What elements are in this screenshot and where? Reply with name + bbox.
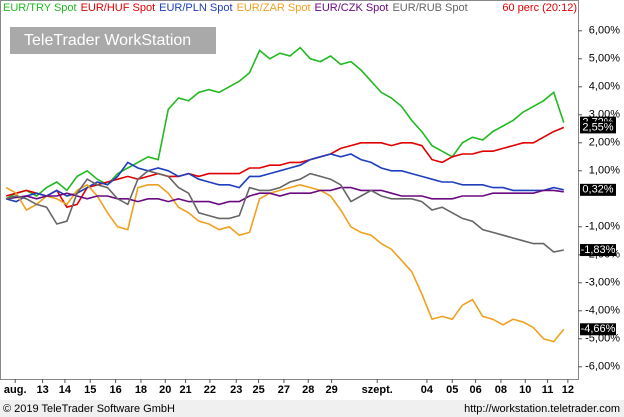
end-label-box	[580, 323, 616, 336]
footer-bar	[0, 400, 624, 417]
x-tick-label: 23	[230, 384, 242, 396]
x-tick-label: 20	[159, 384, 171, 396]
y-tick-label: -3,00%	[585, 277, 620, 289]
legend-entry: EUR/TRY Spot	[3, 2, 77, 14]
series-line	[5, 169, 564, 253]
y-tick-label: -4,00%	[585, 305, 620, 317]
x-tick-label: 27	[278, 384, 290, 396]
x-tick-label: 12	[562, 384, 574, 396]
end-label: 2,55%	[582, 121, 613, 133]
x-tick-label: 15	[84, 384, 96, 396]
series-line	[5, 153, 564, 203]
footer-right: http://workstation.teletrader.com	[464, 403, 620, 415]
x-tick-label: 16	[109, 384, 121, 396]
legend-entry: EUR/ZAR Spot	[237, 2, 311, 14]
watermark: TeleTrader WorkStation	[24, 32, 191, 49]
x-tick-label: 18	[135, 384, 147, 396]
end-label: -4,66%	[581, 323, 616, 335]
footer-left: © 2019 TeleTrader Software GmbH	[3, 403, 175, 415]
y-tick-label: 4,00%	[589, 81, 620, 93]
x-tick-label: 11	[542, 384, 554, 396]
end-label-box	[580, 244, 616, 257]
plot-frame	[0, 0, 579, 380]
series-line	[5, 46, 565, 200]
x-tick-label: 13	[36, 384, 48, 396]
y-tick-label: 1,00%	[589, 165, 620, 177]
y-tick-label: -6,00%	[585, 361, 620, 373]
x-tick-label: aug.	[4, 384, 27, 396]
y-tick-label: 2,00%	[589, 137, 620, 149]
end-label-box	[580, 183, 616, 196]
x-tick-label: 06	[469, 384, 481, 396]
y-tick-label: 5,00%	[589, 53, 620, 65]
x-tick-label: 25	[252, 384, 264, 396]
period: 60 perc (20:12)	[502, 2, 577, 14]
legend-entry: EUR/HUF Spot	[81, 2, 156, 14]
x-tick-label: szept.	[362, 384, 393, 396]
y-tick-label: -5,00%	[585, 333, 620, 345]
x-tick-label: 21	[179, 384, 191, 396]
end-label: -1,83%	[581, 244, 616, 256]
x-tick-label: 28	[302, 384, 314, 396]
x-tick-label: 14	[59, 384, 72, 396]
y-tick-label: 6,00%	[589, 25, 620, 37]
legend-entry: EUR/PLN Spot	[159, 2, 232, 14]
x-tick-label: 22	[204, 384, 216, 396]
end-label-box	[580, 121, 616, 134]
x-tick-label: 04	[421, 384, 434, 396]
legend-entry: EUR/RUB Spot	[392, 2, 467, 14]
y-tick-label: -1,00%	[585, 221, 620, 233]
x-tick-label: 08	[495, 384, 507, 396]
x-tick-label: 29	[325, 384, 337, 396]
series-line	[5, 183, 565, 343]
x-tick-label: 05	[446, 384, 458, 396]
legend-entry: EUR/CZK Spot	[315, 2, 389, 14]
end-label: 0,32%	[582, 184, 613, 196]
series-line	[5, 126, 565, 209]
x-tick-label: 10	[519, 384, 531, 396]
series-line	[5, 186, 564, 206]
watermark-box	[10, 27, 216, 54]
